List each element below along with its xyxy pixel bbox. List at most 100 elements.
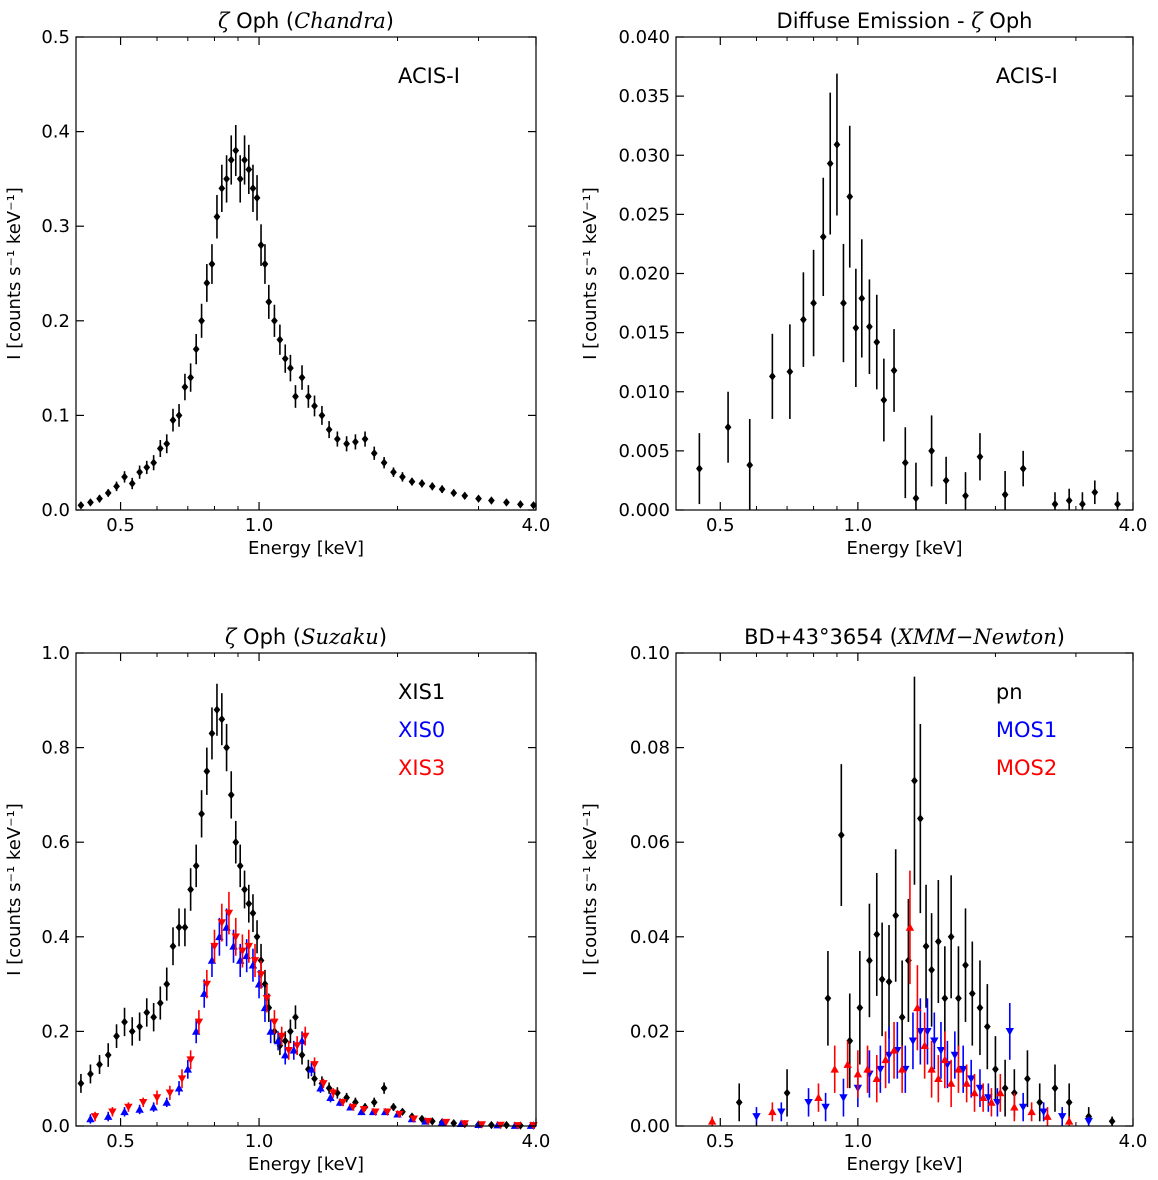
data-point (968, 989, 976, 998)
data-point (804, 1098, 813, 1107)
x-tick-label: 4.0 (522, 515, 551, 536)
data-point (992, 1065, 999, 1074)
data-point (768, 1107, 777, 1116)
data-point (976, 452, 984, 461)
data-point (218, 184, 226, 193)
data-point (1058, 1113, 1067, 1121)
data-point (916, 814, 924, 823)
data-point (983, 1022, 991, 1031)
data-point (77, 501, 85, 510)
data-point (194, 1018, 204, 1027)
data-point (853, 1069, 863, 1078)
data-point (441, 1118, 451, 1127)
data-point (277, 1032, 286, 1041)
data-point (241, 155, 248, 165)
data-point (390, 467, 397, 477)
data-point (208, 259, 216, 269)
data-point (289, 1046, 299, 1054)
data-point (916, 1028, 925, 1036)
data-point (1039, 1108, 1048, 1117)
data-point (920, 1041, 929, 1049)
legend-entry-xis3: XIS3 (398, 756, 445, 780)
data-point (1091, 488, 1099, 497)
data-point (261, 979, 269, 989)
series-mos2 (707, 870, 1074, 1126)
y-tick-label: 0.040 (618, 27, 670, 48)
data-point (810, 298, 817, 308)
data-point (192, 344, 200, 354)
data-point (872, 1074, 881, 1083)
data-point (162, 1098, 171, 1106)
data-point (876, 1065, 885, 1074)
data-point (292, 1042, 302, 1050)
data-point (826, 159, 834, 168)
data-point (136, 467, 143, 477)
data-point (104, 488, 112, 498)
data-point (310, 1061, 319, 1069)
data-point (261, 259, 269, 269)
data-point (241, 885, 248, 894)
data-point (249, 908, 257, 918)
data-point (954, 1065, 963, 1073)
data-point (1084, 1117, 1093, 1126)
axes-frame (675, 652, 1134, 1127)
data-point (325, 1083, 333, 1093)
data-point (124, 1103, 133, 1112)
data-point (1043, 1112, 1052, 1120)
x-axis-label: Energy [keV] (847, 1154, 963, 1175)
data-point (213, 705, 221, 714)
data-point (305, 1065, 312, 1074)
data-point (338, 1098, 347, 1107)
data-point (380, 458, 388, 467)
data-point (121, 1017, 128, 1027)
y-axis-label: I [counts s⁻¹ keV⁻¹] (4, 187, 25, 360)
data-point (913, 1003, 922, 1012)
y-tick-label: 0.1 (41, 405, 70, 426)
data-point (181, 923, 189, 932)
data-point (889, 1046, 899, 1054)
y-tick-label: 0.3 (41, 216, 70, 237)
data-point (958, 1065, 968, 1074)
data-point (1036, 1098, 1044, 1107)
data-point (946, 1079, 956, 1087)
data-point (934, 1074, 943, 1083)
y-tick-label: 0.4 (41, 122, 70, 143)
x-tick-label: 1.0 (844, 515, 873, 536)
data-point (311, 401, 318, 411)
data-point (1005, 1028, 1014, 1036)
data-point (224, 909, 234, 918)
data-point (87, 1069, 94, 1079)
legend-entry-acis-i: ACIS-I (996, 64, 1058, 88)
data-point (833, 140, 841, 149)
data-point (477, 1121, 487, 1129)
data-point (238, 947, 247, 956)
x-tick-label: 0.5 (106, 1131, 135, 1152)
chart-title: ζ Oph (Chandra) (218, 9, 394, 33)
data-point (169, 942, 177, 951)
axes-frame (75, 36, 537, 511)
legend-entry-xis0: XIS0 (398, 718, 445, 742)
data-point (460, 1120, 469, 1128)
data-point (530, 501, 537, 510)
data-point (169, 415, 177, 425)
series-acis-i (77, 124, 537, 510)
data-point (978, 1093, 988, 1101)
data-point (343, 439, 350, 448)
data-point (1019, 464, 1027, 473)
data-point (927, 1065, 936, 1073)
x-tick-label: 4.0 (1119, 515, 1148, 536)
data-point (281, 354, 289, 363)
data-point (156, 998, 164, 1008)
data-point (298, 1050, 306, 1060)
data-point (276, 335, 284, 344)
data-point (993, 1098, 1002, 1107)
data-point (281, 1036, 289, 1046)
data-point (108, 1108, 117, 1117)
data-point (139, 1098, 148, 1107)
data-point (150, 1013, 158, 1022)
data-point (942, 476, 950, 485)
data-point (1079, 499, 1086, 509)
data-point (947, 932, 955, 941)
data-point (113, 1031, 120, 1041)
data-point (724, 423, 732, 432)
